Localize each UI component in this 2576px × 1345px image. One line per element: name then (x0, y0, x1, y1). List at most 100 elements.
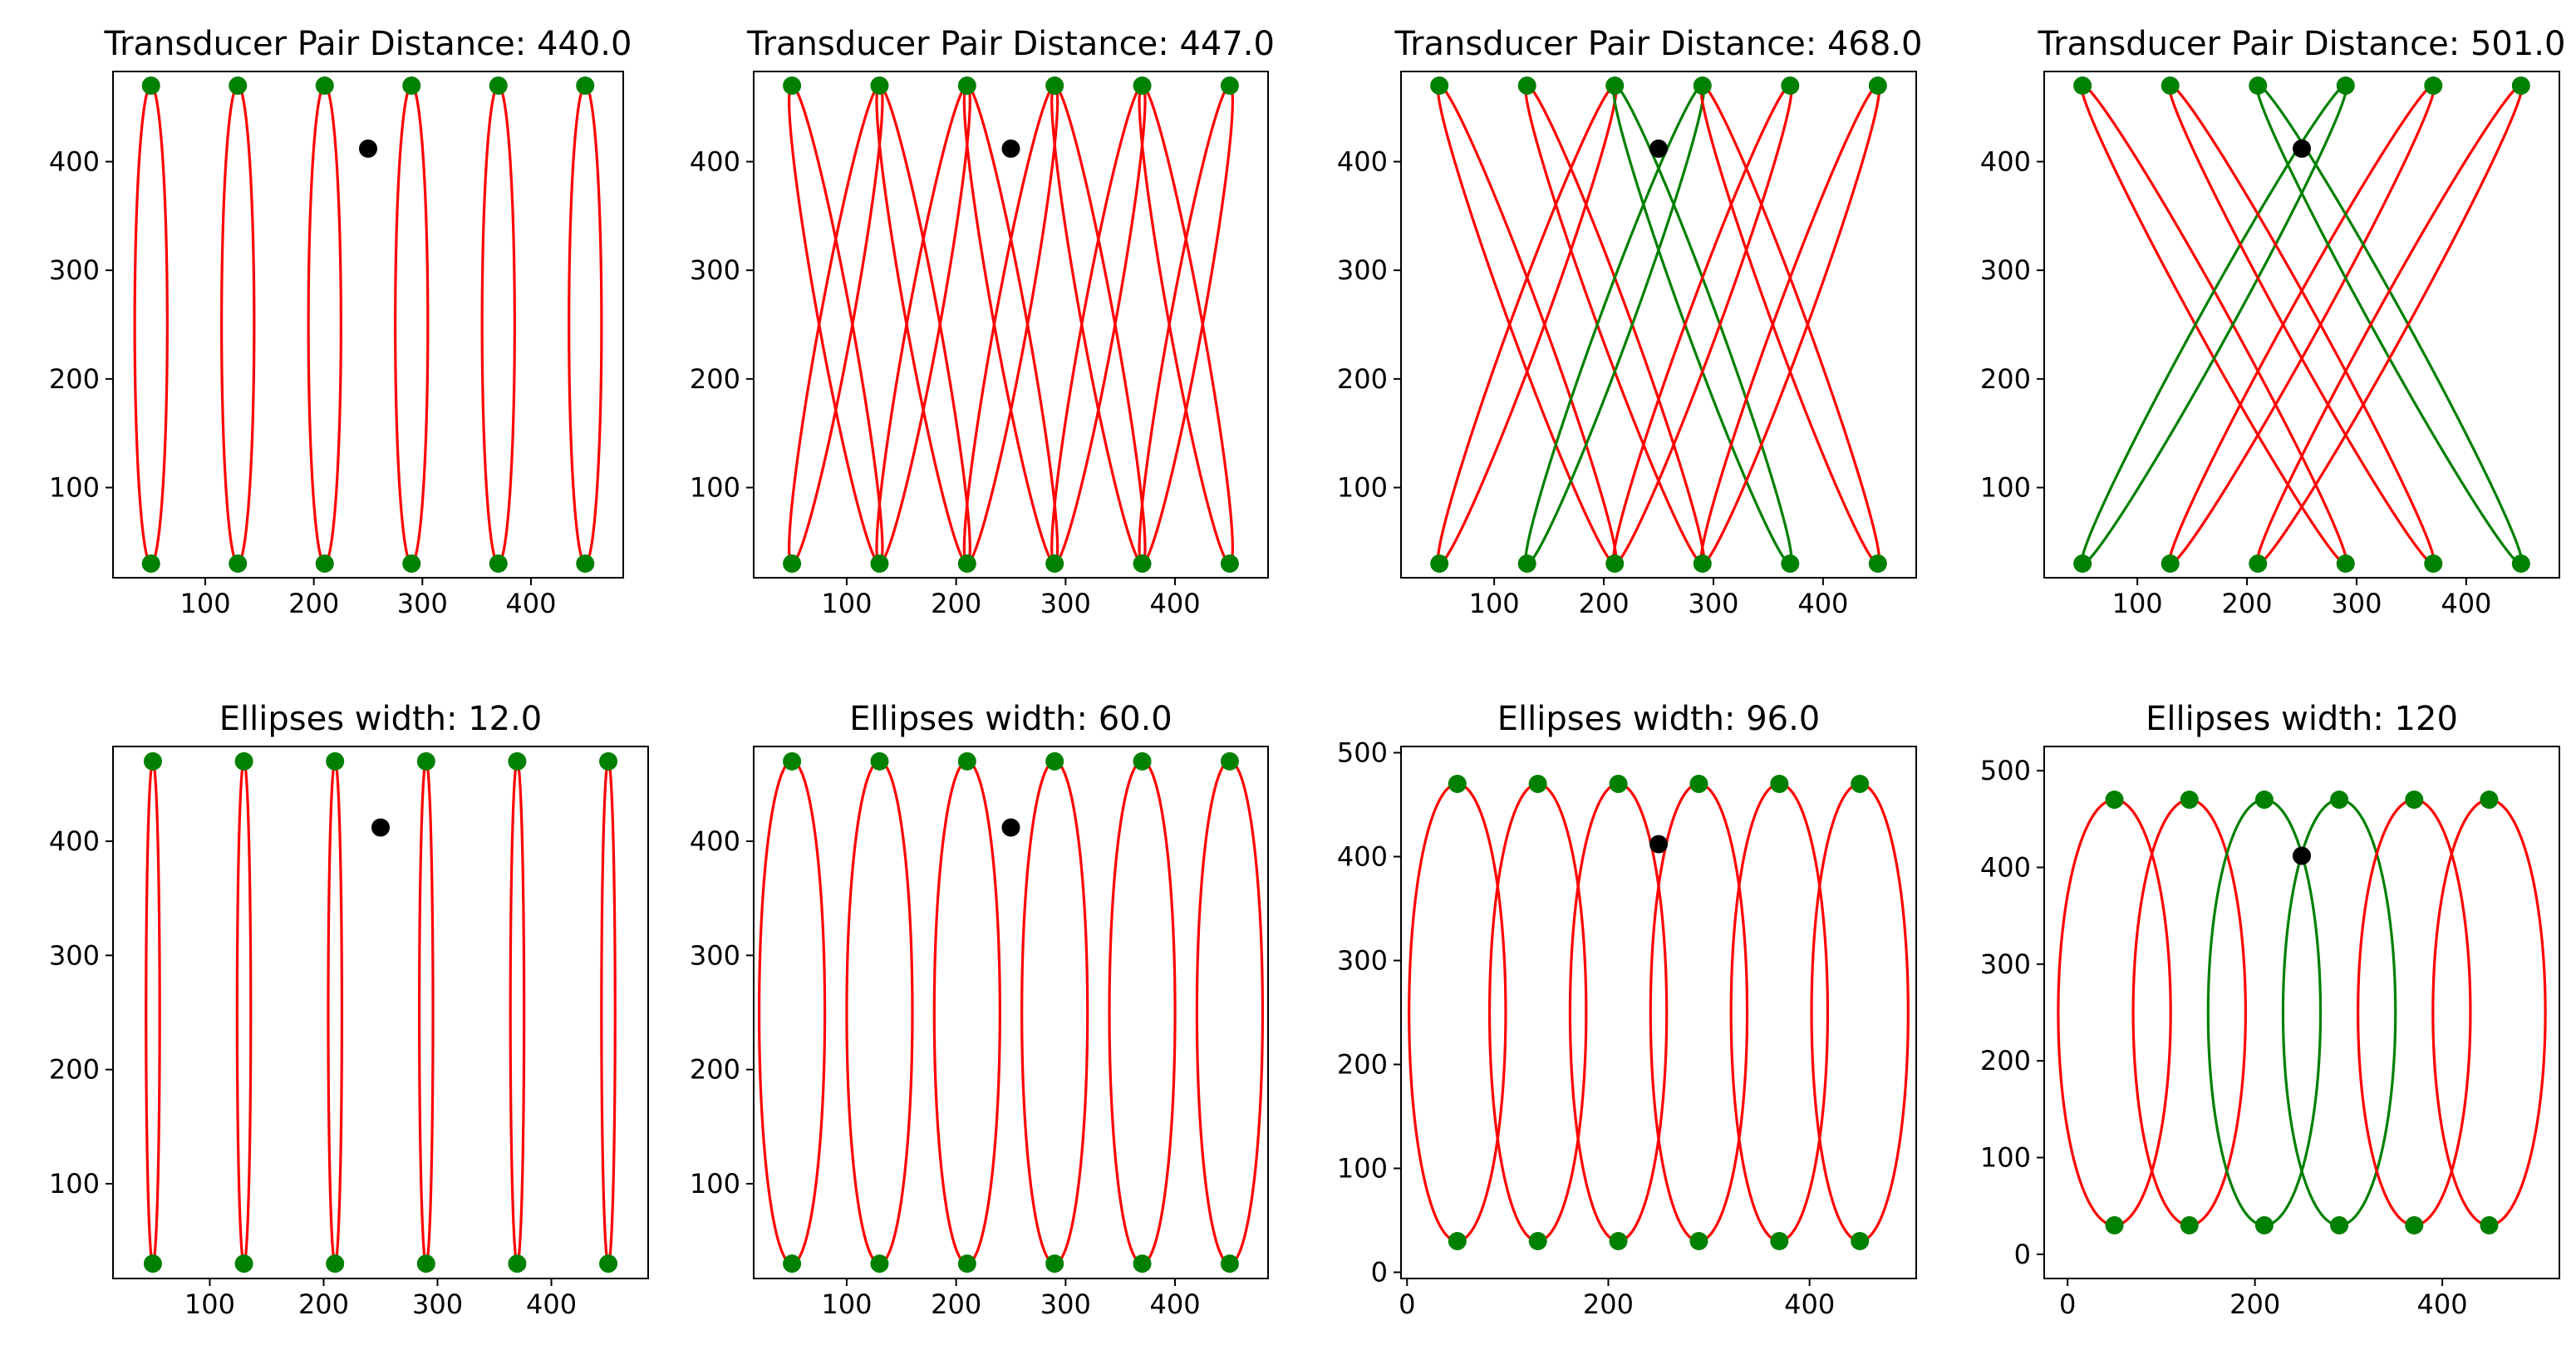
ellipse-50-290 (2080, 84, 2348, 565)
target-point (2293, 139, 2311, 158)
x-tick-label: 200 (1579, 588, 1630, 619)
x-tick-label: 200 (2229, 1288, 2280, 1320)
plot-frame (1400, 71, 1917, 579)
transducer-point (783, 554, 802, 574)
transducer-point (2073, 76, 2092, 95)
y-tick-label: 400 (1980, 145, 2031, 177)
transducer-point (1220, 751, 1239, 771)
ellipse-290-370 (1050, 84, 1147, 565)
ellipse-50-50 (145, 760, 161, 1265)
transducer-point (326, 751, 345, 771)
transducer-point (1689, 1232, 1708, 1250)
transducer-point (2405, 1216, 2424, 1234)
plot-title: Ellipses width: 96.0 (1497, 700, 1821, 738)
transducer-point (1045, 554, 1064, 574)
transducer-point (2405, 791, 2424, 809)
transducer-point (957, 1254, 976, 1274)
transducer-point (315, 554, 334, 574)
transducer-point (1693, 76, 1712, 95)
ellipse-130-290 (1524, 84, 1705, 565)
y-tick-label: 300 (1337, 945, 1388, 977)
ellipse-130-130 (845, 760, 914, 1265)
transducer-point (2180, 791, 2199, 809)
y-tick-label: 300 (1980, 948, 2031, 980)
transducer-point (1045, 1254, 1064, 1274)
target-point (371, 818, 390, 837)
ellipse-450-290 (1699, 84, 1881, 565)
ellipse-370-450 (1138, 84, 1234, 565)
subplot-7: Ellipses width: 96.0 0 200 400 0 100 200 300 400… (1337, 700, 1917, 1320)
y-tick-label: 0 (2014, 1239, 2031, 1270)
transducer-point (2424, 554, 2443, 574)
ellipse-450-450 (568, 84, 603, 565)
x-tick-label: 300 (1040, 1288, 1091, 1320)
ellipse-210-210 (1568, 782, 1669, 1243)
ellipse-210-210 (327, 760, 344, 1265)
y-tick-label: 0 (1371, 1257, 1388, 1288)
transducer-point (1770, 775, 1789, 793)
x-tick-label: 0 (1399, 1288, 1415, 1320)
transducer-point (1430, 554, 1449, 574)
plot-frame (753, 746, 1269, 1279)
transducer-point (599, 751, 618, 771)
transducer-point (143, 751, 162, 771)
plot-title: Ellipses width: 120 (2146, 700, 2458, 738)
x-tick-label: 300 (1688, 588, 1738, 619)
transducer-point (1689, 775, 1708, 793)
y-tick-label: 300 (49, 254, 100, 286)
target-point (359, 139, 377, 158)
y-tick-label: 200 (1337, 1049, 1388, 1081)
transducer-point (576, 554, 595, 574)
x-tick-label: 400 (2441, 588, 2491, 619)
plot-frame (112, 71, 624, 579)
ellipse-50-130 (788, 84, 884, 565)
plot-data (2057, 791, 2547, 1234)
y-tick-label: 200 (49, 363, 100, 395)
ellipse-210-370 (1612, 84, 1793, 565)
transducer-point (141, 554, 160, 574)
ellipse-370-370 (1729, 782, 1830, 1243)
subplot-2: Transducer Pair Distance: 447.0 100 200 300… (690, 25, 1275, 619)
ellipse-290-290 (417, 760, 435, 1265)
transducer-point (229, 76, 248, 95)
subplot-6: Ellipses width: 60.0 100 200 300 400 100 200 30… (690, 700, 1269, 1320)
y-tick-label: 400 (49, 145, 100, 177)
x-tick-label: 100 (2112, 588, 2163, 619)
transducer-point (783, 1254, 802, 1274)
transducer-point (2249, 554, 2268, 574)
transducer-point (957, 554, 976, 574)
transducer-point (1430, 76, 1449, 95)
transducer-point (1781, 76, 1800, 95)
transducer-point (141, 76, 160, 95)
x-tick-label: 200 (2222, 588, 2273, 619)
transducer-point (870, 554, 889, 574)
transducer-point (1609, 775, 1628, 793)
transducer-point (2330, 791, 2349, 809)
x-tick-label: 100 (184, 1288, 235, 1320)
transducer-point (2336, 76, 2355, 95)
transducer-point (489, 554, 508, 574)
transducer-point (1220, 76, 1239, 95)
y-tick-label: 300 (49, 939, 100, 971)
x-tick-label: 400 (1150, 588, 1201, 619)
transducer-point (2511, 554, 2530, 574)
transducer-point (2480, 791, 2499, 809)
plot-title: Transducer Pair Distance: 501.0 (2038, 25, 2566, 63)
transducer-point (1851, 775, 1870, 793)
plot-frame (753, 71, 1269, 579)
transducer-point (402, 554, 421, 574)
transducer-point (315, 76, 334, 95)
target-point (1001, 139, 1020, 158)
y-tick-label: 200 (1337, 363, 1388, 395)
transducer-point (1517, 554, 1536, 574)
x-tick-label: 200 (288, 588, 339, 619)
transducer-point (416, 751, 435, 771)
y-tick-label: 200 (1980, 1045, 2031, 1076)
transducer-point (1851, 1232, 1870, 1250)
transducer-point (234, 1254, 253, 1274)
x-tick-label: 100 (1469, 588, 1520, 619)
y-tick-label: 400 (690, 145, 740, 177)
ellipse-450-450 (2431, 798, 2547, 1227)
subplot-3: Transducer Pair Distance: 468.0 100 200 300… (1337, 25, 1923, 619)
ellipse-50-50 (1408, 782, 1507, 1243)
